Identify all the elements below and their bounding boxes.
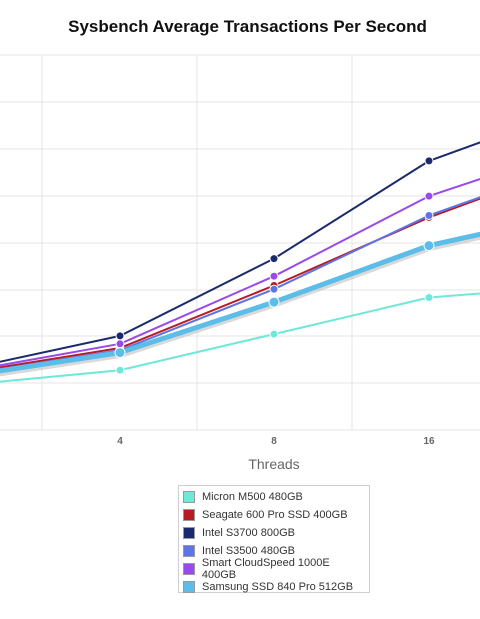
data-point bbox=[269, 284, 279, 294]
legend-label: Intel S3500 480GB bbox=[202, 545, 295, 557]
x-axis-ticks: 4 8 16 bbox=[117, 436, 435, 447]
x-axis-label: Threads bbox=[248, 456, 299, 472]
legend-swatch bbox=[183, 545, 195, 557]
data-point bbox=[115, 339, 125, 349]
legend-swatch bbox=[183, 491, 195, 503]
data-point bbox=[269, 254, 279, 264]
legend-item[interactable]: Smart CloudSpeed 1000E 400GB bbox=[183, 557, 365, 581]
line-chart: 4 8 16 Threads bbox=[0, 54, 480, 472]
series-line-shadow bbox=[0, 232, 480, 377]
series-5 bbox=[0, 231, 480, 377]
chart-title: Sysbench Average Transactions Per Second bbox=[68, 17, 427, 36]
legend-swatch bbox=[183, 581, 195, 593]
legend-swatch bbox=[183, 527, 195, 539]
legend: Micron M500 480GB Seagate 600 Pro SSD 400… bbox=[178, 485, 370, 593]
data-point bbox=[423, 240, 435, 252]
x-tick-label: 8 bbox=[271, 436, 277, 447]
data-point bbox=[424, 191, 434, 201]
legend-item[interactable]: Intel S3500 480GB bbox=[183, 542, 365, 560]
data-point bbox=[114, 347, 126, 359]
series-2 bbox=[0, 141, 480, 363]
legend-label: Smart CloudSpeed 1000E 400GB bbox=[201, 557, 330, 581]
data-point bbox=[268, 296, 280, 308]
data-point bbox=[424, 293, 434, 302]
legend-item[interactable]: Samsung SSD 840 Pro 512GB bbox=[183, 578, 365, 596]
data-point bbox=[269, 271, 279, 281]
series-0 bbox=[0, 292, 480, 383]
legend-label: Samsung SSD 840 Pro 512GB bbox=[202, 581, 354, 593]
data-point bbox=[269, 329, 279, 339]
legend-swatch bbox=[183, 563, 195, 575]
legend-label: Seagate 600 Pro SSD 400GB bbox=[202, 509, 348, 521]
data-point bbox=[424, 211, 434, 220]
grid bbox=[0, 54, 480, 431]
series-layer bbox=[0, 141, 480, 383]
series-4 bbox=[0, 177, 480, 367]
legend-item[interactable]: Intel S3700 800GB bbox=[183, 524, 365, 542]
series-line bbox=[0, 292, 480, 383]
legend-swatch bbox=[183, 509, 195, 521]
series-line bbox=[0, 141, 480, 363]
x-tick-label: 16 bbox=[423, 436, 435, 447]
legend-label: Micron M500 480GB bbox=[202, 491, 303, 503]
x-tick-label: 4 bbox=[117, 436, 123, 447]
data-point bbox=[115, 365, 125, 375]
legend-label: Intel S3700 800GB bbox=[202, 527, 295, 539]
data-point bbox=[115, 331, 125, 341]
legend-item[interactable]: Seagate 600 Pro SSD 400GB bbox=[183, 506, 365, 524]
legend-item[interactable]: Micron M500 480GB bbox=[183, 488, 365, 506]
data-point bbox=[424, 156, 434, 166]
